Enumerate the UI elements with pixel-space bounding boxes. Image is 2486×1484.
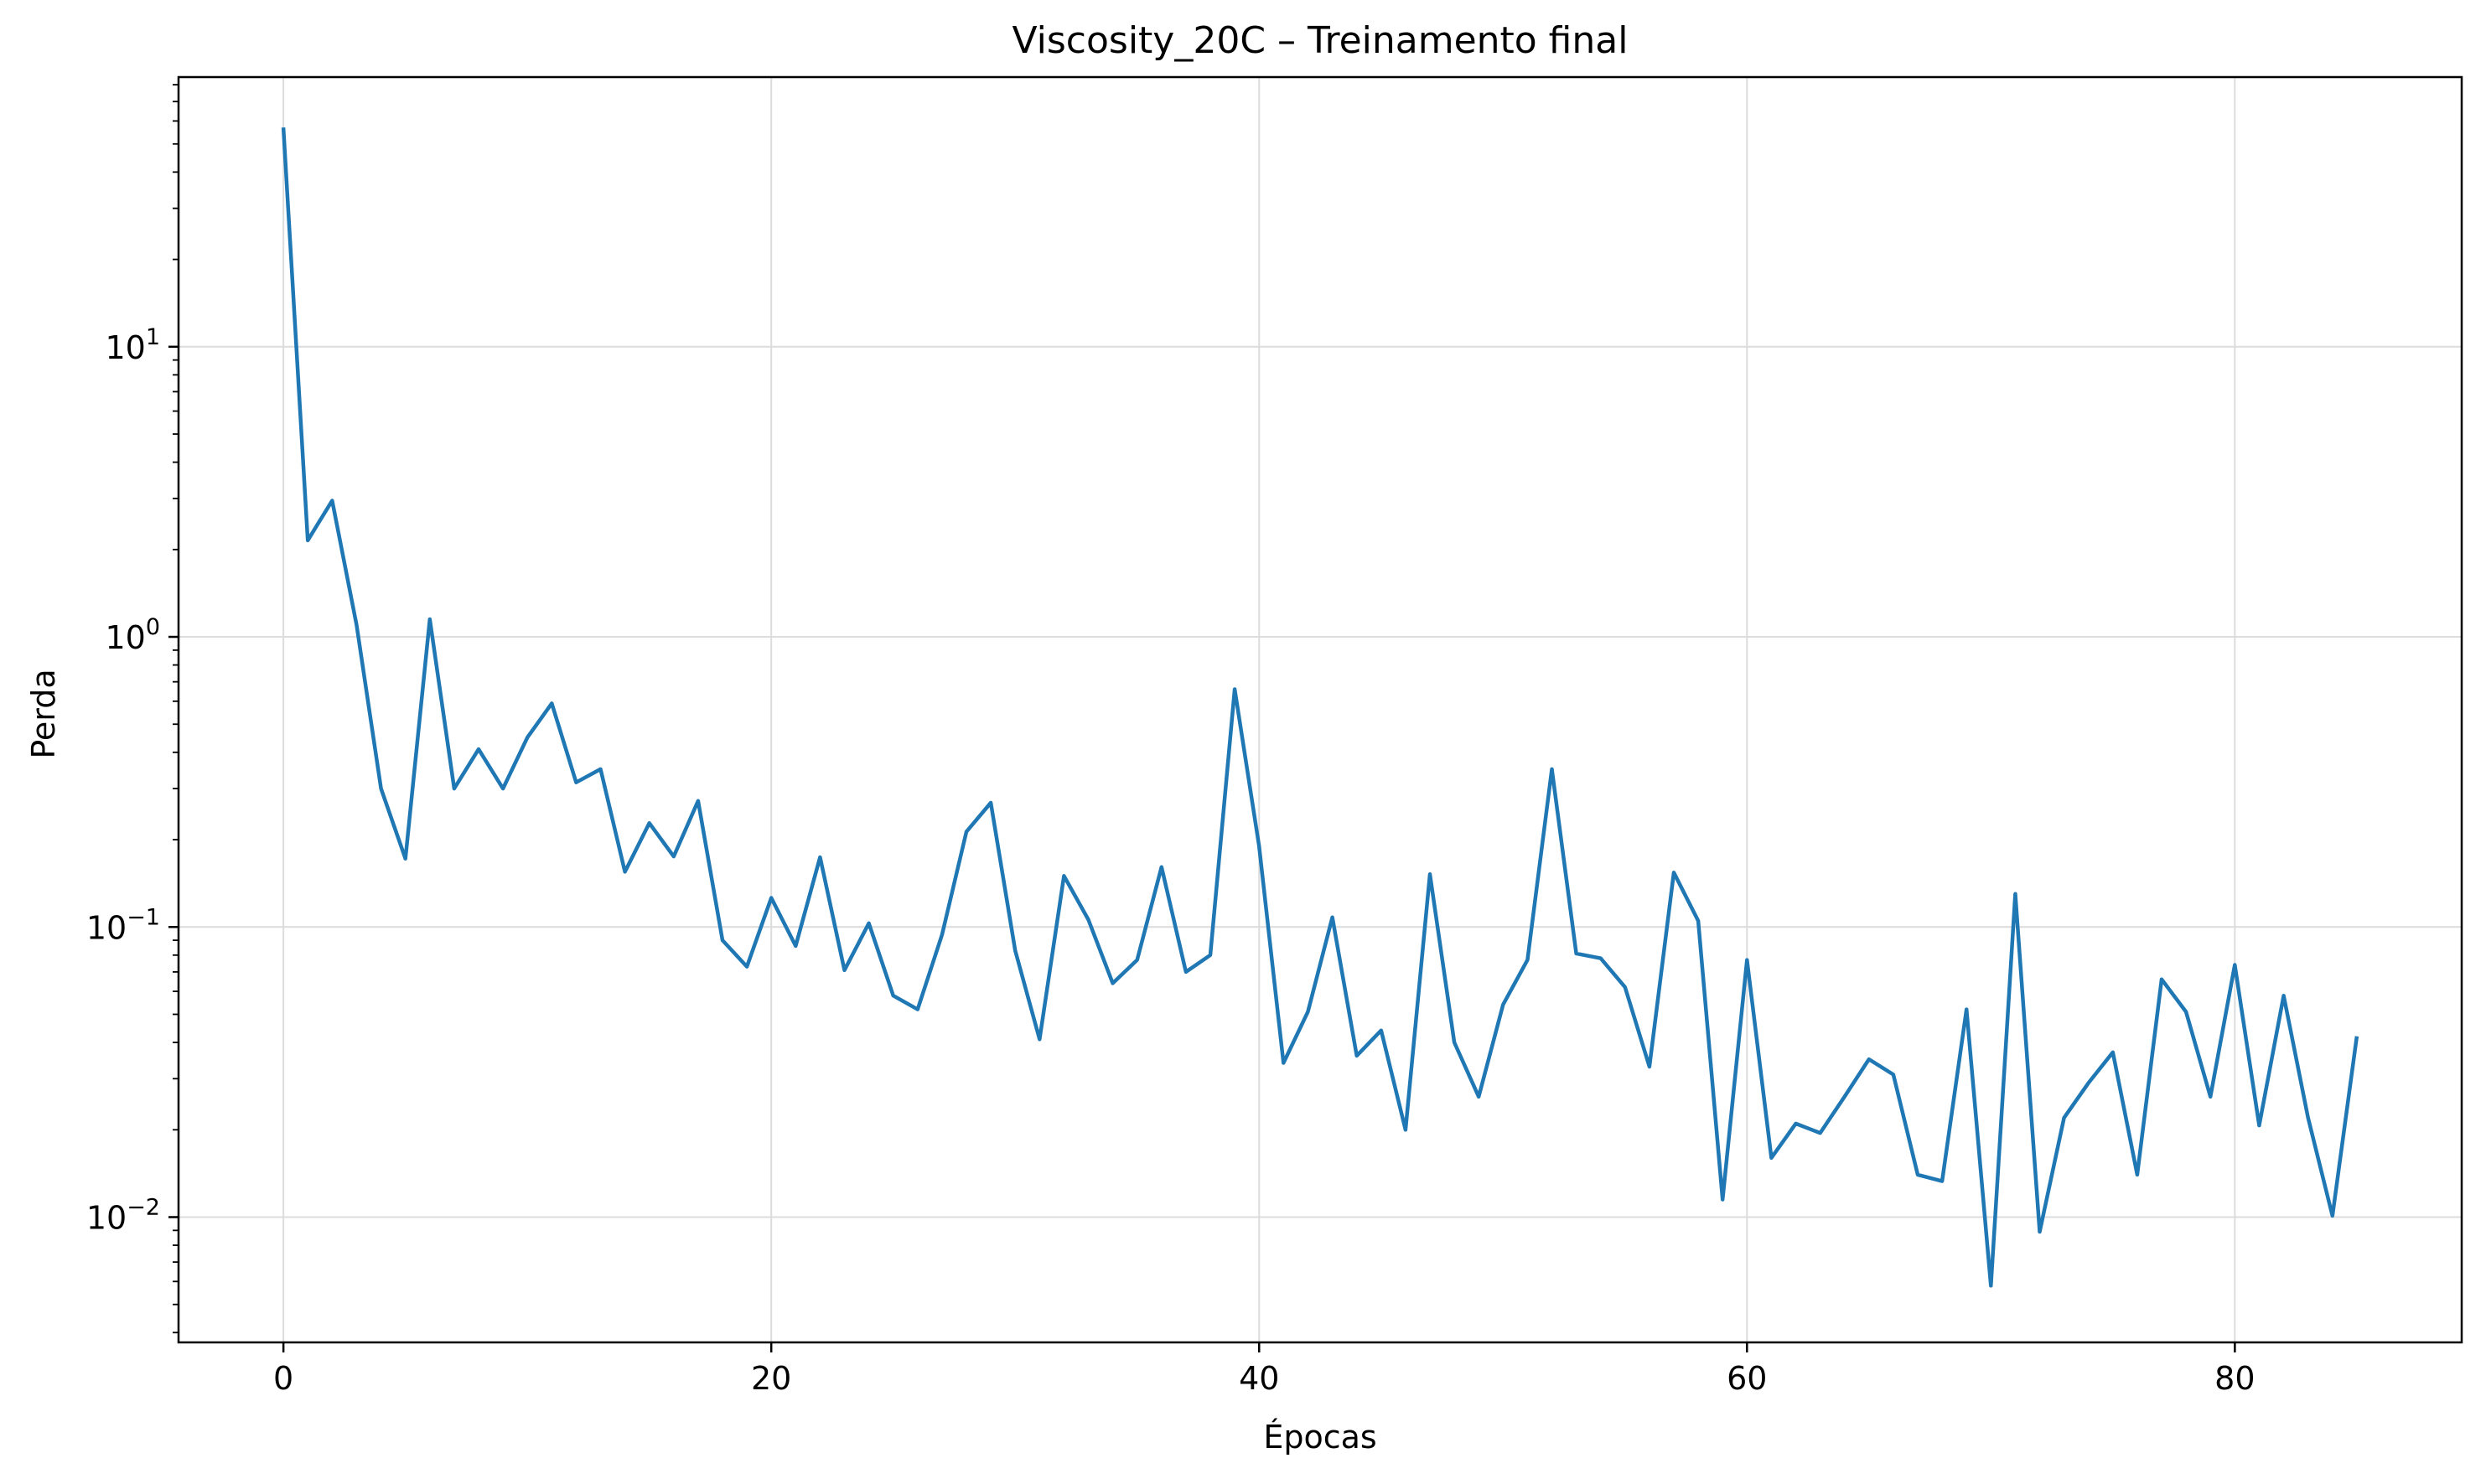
y-axis-label: Perda bbox=[25, 669, 62, 758]
y-axis-minor-ticks bbox=[173, 84, 179, 1334]
x-tick-label: 20 bbox=[751, 1360, 791, 1397]
plot-area-frame bbox=[177, 75, 2463, 1344]
x-tick-label: 0 bbox=[273, 1360, 293, 1397]
x-axis-label: Épocas bbox=[1263, 1419, 1376, 1456]
grid-lines bbox=[179, 77, 2462, 1342]
loss-series-line bbox=[281, 127, 2359, 1288]
y-tick-label: 10−1 bbox=[86, 904, 160, 946]
y-axis-ticks: 10−2 10−1 100 101 bbox=[86, 324, 179, 1236]
x-axis-ticks: 0 20 40 60 80 bbox=[273, 1342, 2256, 1397]
series-layer bbox=[281, 127, 2359, 1288]
chart-title: Viscosity_20C – Treinamento final bbox=[1013, 19, 1629, 62]
x-tick-label: 80 bbox=[2214, 1360, 2255, 1397]
y-tick-label: 101 bbox=[105, 324, 160, 366]
y-tick-label: 100 bbox=[105, 614, 160, 656]
y-tick-label: 10−2 bbox=[86, 1194, 160, 1236]
x-tick-label: 40 bbox=[1239, 1360, 1279, 1397]
x-tick-label: 60 bbox=[1727, 1360, 1767, 1397]
